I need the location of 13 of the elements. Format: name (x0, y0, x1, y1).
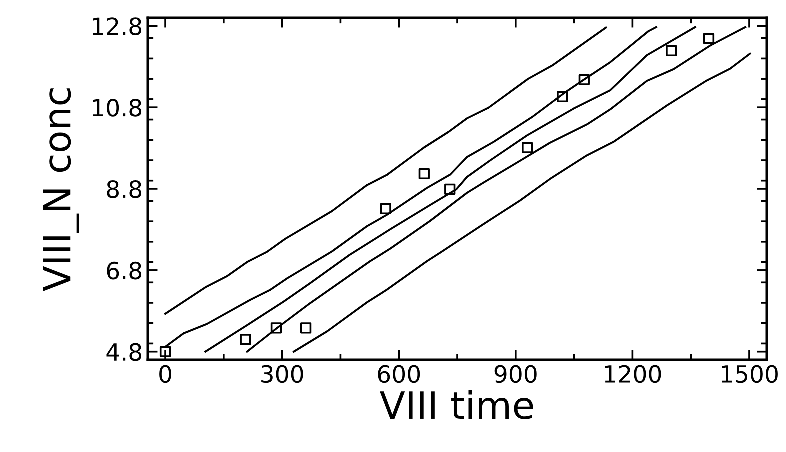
y-tick-label: 4.8 (106, 343, 142, 362)
y-tick-label: 6.8 (107, 262, 142, 280)
x-axis-title: VIII time (380, 390, 534, 420)
x-tick-label: 1200 (605, 365, 662, 384)
x-tick-label: 300 (262, 365, 304, 384)
x-tick-label: 1500 (722, 365, 778, 384)
y-tick-label: 10.8 (93, 99, 142, 117)
x-tick-label: 600 (378, 365, 420, 384)
y-tick-label: 12.8 (93, 18, 142, 36)
x-tick-label: 0 (160, 365, 172, 384)
x-tick-label: 900 (494, 365, 537, 384)
y-axis-title: VIII_N conc (43, 88, 80, 292)
y-tick-label: 8.8 (107, 180, 142, 198)
